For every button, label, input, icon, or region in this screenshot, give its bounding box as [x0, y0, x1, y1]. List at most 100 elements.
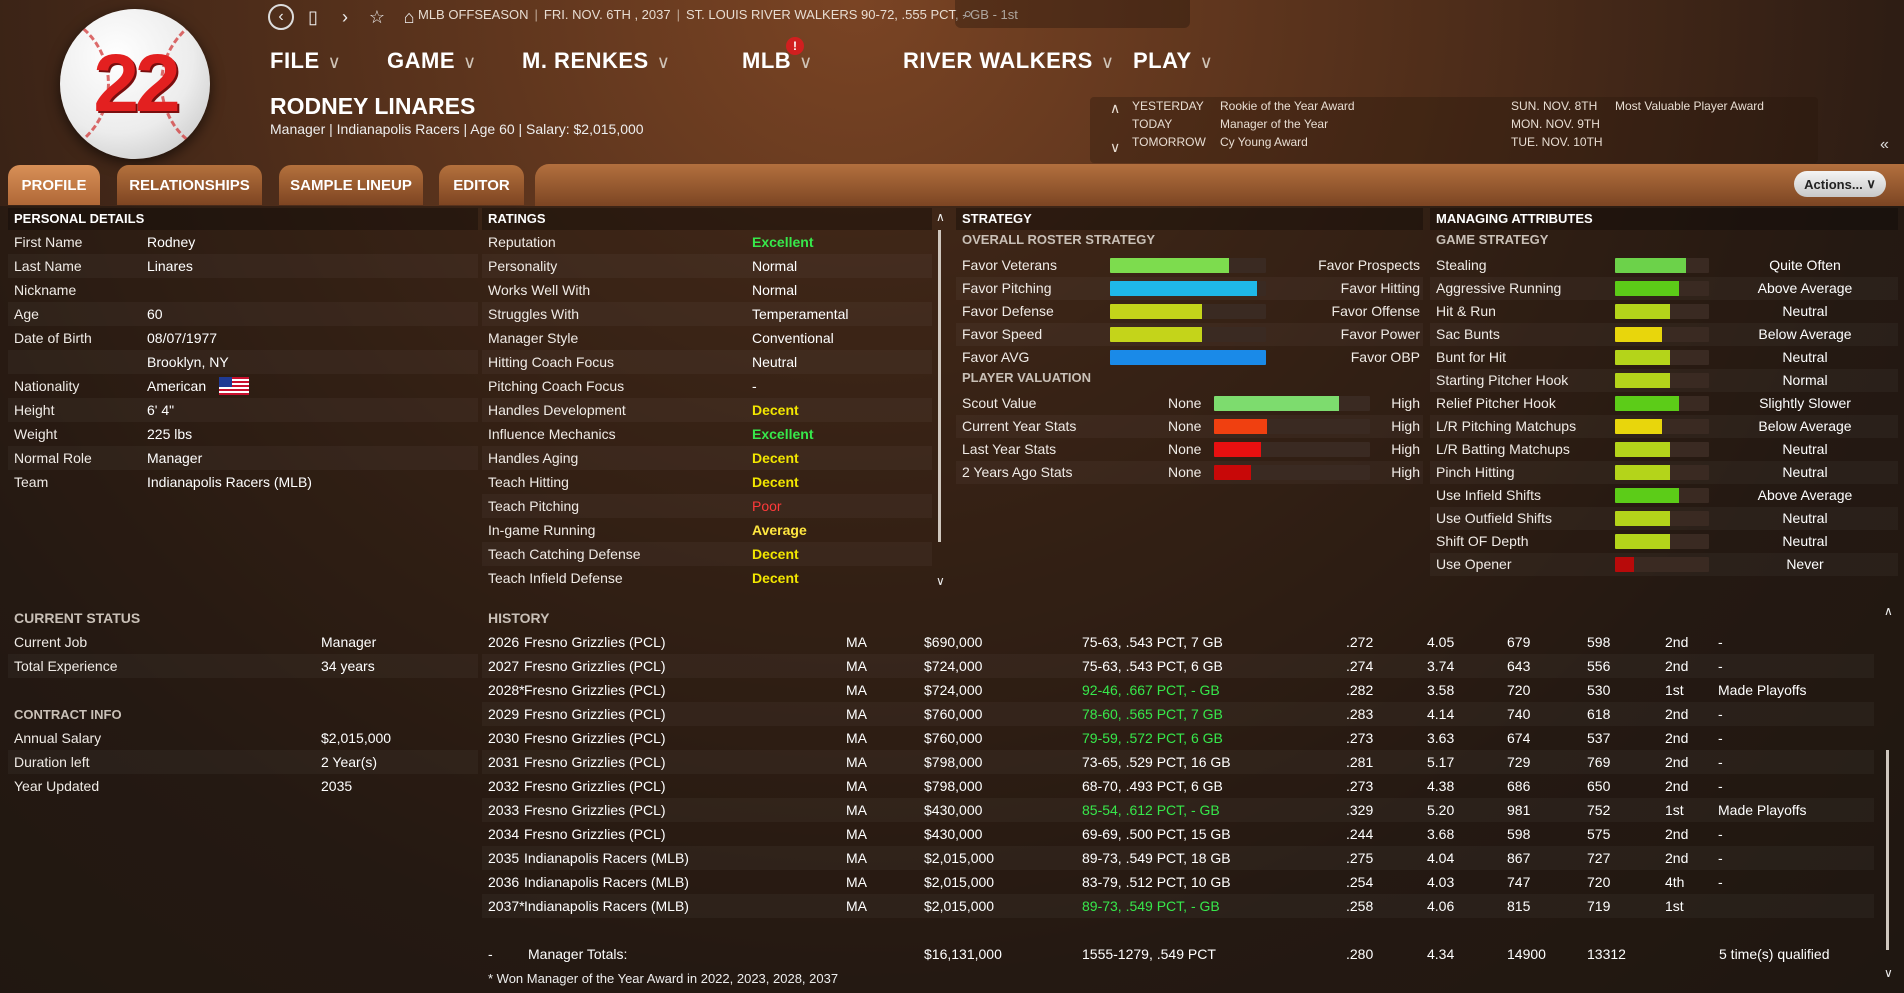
menu-team[interactable]: RIVER WALKERS ∨	[903, 48, 1115, 73]
attribute-slider-fill	[1615, 350, 1671, 365]
news-event[interactable]: Manager of the Year	[1220, 117, 1329, 131]
attribute-label: Bunt for Hit	[1436, 349, 1507, 365]
strategy-slider[interactable]	[1110, 327, 1266, 342]
table-row[interactable]: 2026 Fresno Grizzlies (PCL) MA $690,000 75-6…	[482, 630, 1874, 654]
chevron-down-icon: ∨	[656, 52, 671, 72]
attribute-slider[interactable]	[1615, 419, 1709, 434]
actions-button[interactable]: Actions... ∨	[1794, 171, 1886, 197]
back-button[interactable]: ‹	[268, 4, 294, 30]
valuation-slider[interactable]	[1214, 396, 1370, 411]
scroll-down-icon[interactable]: ∨	[936, 574, 945, 588]
valuation-low-label: None	[1168, 441, 1202, 457]
attribute-slider[interactable]	[1615, 281, 1709, 296]
attribute-value: Never	[1786, 556, 1824, 572]
attribute-slider[interactable]	[1615, 373, 1709, 388]
history-avg: .282	[1346, 682, 1374, 698]
rating-label: Teach Hitting	[488, 474, 569, 490]
table-row[interactable]: 2037* Indianapolis Racers (MLB) MA $2,015,0…	[482, 894, 1874, 918]
menu-play[interactable]: PLAY ∨	[1133, 48, 1214, 73]
down-arrow-icon[interactable]: ∨	[1110, 139, 1121, 155]
bookmark-icon[interactable]: ▯	[308, 6, 318, 27]
detail-row: Nickname	[8, 278, 478, 302]
table-row[interactable]: 2034 Fresno Grizzlies (PCL) MA $430,000 69-6…	[482, 822, 1874, 846]
attribute-slider[interactable]	[1615, 534, 1709, 549]
menu-file[interactable]: FILE ∨	[270, 48, 342, 73]
menu-game[interactable]: GAME ∨	[387, 48, 477, 73]
history-runs-against: 598	[1587, 634, 1611, 650]
scroll-down-icon[interactable]: ∨	[1884, 966, 1893, 980]
history-era: 5.20	[1427, 802, 1455, 818]
table-row[interactable]: 2032 Fresno Grizzlies (PCL) MA $798,000 68-7…	[482, 774, 1874, 798]
attribute-row: Shift OF Depth Neutral	[1430, 530, 1898, 553]
table-row[interactable]: 2027 Fresno Grizzlies (PCL) MA $724,000 75-6…	[482, 654, 1874, 678]
attribute-slider[interactable]	[1615, 258, 1709, 273]
home-icon[interactable]: ⌂	[403, 6, 415, 27]
rating-label: In-game Running	[488, 522, 596, 538]
strategy-slider[interactable]	[1110, 281, 1266, 296]
history-runs: 686	[1507, 778, 1531, 794]
tab-relationships[interactable]: RELATIONSHIPS	[117, 165, 262, 205]
attribute-value: Below Average	[1758, 418, 1852, 434]
tab-profile[interactable]: PROFILE	[8, 165, 100, 205]
valuation-slider[interactable]	[1214, 419, 1370, 434]
rating-value: Normal	[752, 258, 798, 274]
scrollbar[interactable]	[938, 230, 941, 542]
attribute-slider-fill	[1615, 534, 1671, 549]
tab-editor[interactable]: EDITOR	[439, 165, 524, 205]
scroll-up-icon[interactable]: ∧	[1884, 604, 1893, 618]
scrollbar[interactable]	[1886, 750, 1889, 950]
valuation-slider-fill	[1214, 442, 1261, 457]
table-row[interactable]: 2028* Fresno Grizzlies (PCL) MA $724,000 92-…	[482, 678, 1874, 702]
attribute-slider[interactable]	[1615, 442, 1709, 457]
history-note: -	[1718, 730, 1723, 746]
totals-label: Manager Totals:	[528, 946, 628, 962]
rating-row: Struggles With Temperamental	[482, 302, 932, 326]
attribute-value: Above Average	[1757, 280, 1853, 296]
table-row[interactable]: 2036 Indianapolis Racers (MLB) MA $2,015,00…	[482, 870, 1874, 894]
attribute-slider[interactable]	[1615, 327, 1709, 342]
table-row[interactable]: 2030 Fresno Grizzlies (PCL) MA $760,000 79-5…	[482, 726, 1874, 750]
nav-controls: ‹ ▯ › ☆ ⌂	[268, 3, 422, 31]
valuation-slider[interactable]	[1214, 442, 1370, 457]
attribute-value: Normal	[1782, 372, 1828, 388]
chevron-down-icon: ∨	[1199, 52, 1214, 72]
strategy-left-label: Favor Veterans	[962, 257, 1057, 273]
attribute-slider[interactable]	[1615, 350, 1709, 365]
contract-label: Year Updated	[14, 778, 100, 794]
table-row[interactable]: 2033 Fresno Grizzlies (PCL) MA $430,000 85-5…	[482, 798, 1874, 822]
history-avg: .272	[1346, 634, 1374, 650]
forward-button[interactable]: ›	[342, 6, 348, 27]
news-event[interactable]: Cy Young Award	[1220, 135, 1308, 149]
detail-value: Rodney	[147, 234, 196, 250]
history-finish: 1st	[1665, 682, 1684, 698]
menu-mlb[interactable]: MLB ∨	[742, 48, 813, 73]
table-row[interactable]: 2031 Fresno Grizzlies (PCL) MA $798,000 73-6…	[482, 750, 1874, 774]
attribute-slider[interactable]	[1615, 511, 1709, 526]
attribute-slider[interactable]	[1615, 488, 1709, 503]
attribute-slider[interactable]	[1615, 396, 1709, 411]
collapse-icon[interactable]: «	[1880, 136, 1889, 153]
rating-row: Pitching Coach Focus -	[482, 374, 932, 398]
strategy-slider[interactable]	[1110, 304, 1266, 319]
news-event[interactable]: Rookie of the Year Award	[1220, 99, 1355, 113]
table-row[interactable]: 2035 Indianapolis Racers (MLB) MA $2,015,00…	[482, 846, 1874, 870]
valuation-high-label: High	[1391, 464, 1420, 480]
star-icon[interactable]: ☆	[368, 6, 386, 27]
history-record: 73-65, .529 PCT, 16 GB	[1082, 754, 1231, 770]
strategy-slider[interactable]	[1110, 258, 1266, 273]
rating-label: Influence Mechanics	[488, 426, 616, 442]
rating-label: Pitching Coach Focus	[488, 378, 625, 394]
attribute-slider[interactable]	[1615, 465, 1709, 480]
search-input[interactable]: ⌕	[955, 0, 1190, 28]
valuation-slider[interactable]	[1214, 465, 1370, 480]
news-event[interactable]: Most Valuable Player Award	[1615, 99, 1764, 113]
attribute-slider[interactable]	[1615, 557, 1709, 572]
history-record: 75-63, .543 PCT, 7 GB	[1082, 634, 1223, 650]
attribute-slider[interactable]	[1615, 304, 1709, 319]
strategy-slider[interactable]	[1110, 350, 1266, 365]
tab-sample-lineup[interactable]: SAMPLE LINEUP	[279, 165, 423, 205]
scroll-up-icon[interactable]: ∧	[936, 210, 945, 224]
menu-manager[interactable]: M. RENKES ∨	[522, 48, 671, 73]
table-row[interactable]: 2029 Fresno Grizzlies (PCL) MA $760,000 78-6…	[482, 702, 1874, 726]
up-arrow-icon[interactable]: ∧	[1110, 100, 1121, 116]
